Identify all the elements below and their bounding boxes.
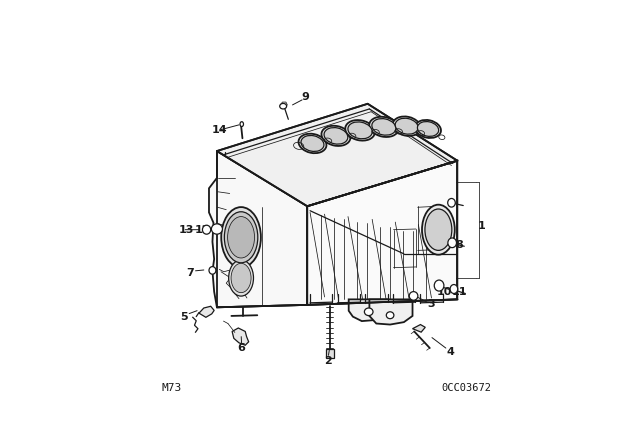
Ellipse shape [301, 135, 324, 151]
Text: 8: 8 [455, 240, 463, 250]
Polygon shape [232, 328, 249, 345]
Ellipse shape [364, 308, 373, 315]
Text: 0CC03672: 0CC03672 [442, 383, 492, 392]
Ellipse shape [231, 263, 251, 293]
Text: 12: 12 [195, 225, 210, 235]
Ellipse shape [395, 118, 418, 134]
Ellipse shape [348, 122, 372, 139]
Text: 6: 6 [237, 343, 245, 353]
Ellipse shape [369, 117, 399, 137]
Text: 14: 14 [212, 125, 227, 135]
Ellipse shape [415, 120, 441, 138]
Ellipse shape [448, 238, 456, 248]
Ellipse shape [435, 280, 444, 291]
Text: 7: 7 [186, 268, 194, 278]
Ellipse shape [240, 122, 243, 126]
Polygon shape [349, 299, 388, 321]
Polygon shape [413, 324, 425, 332]
Ellipse shape [417, 121, 438, 136]
Ellipse shape [321, 126, 351, 146]
Ellipse shape [280, 103, 287, 109]
Ellipse shape [448, 198, 455, 207]
Ellipse shape [345, 120, 375, 141]
Text: 13: 13 [178, 225, 193, 235]
Text: 10: 10 [437, 288, 452, 297]
Ellipse shape [228, 260, 253, 296]
Ellipse shape [211, 224, 223, 234]
Ellipse shape [450, 284, 458, 293]
Text: 4: 4 [447, 347, 454, 357]
Ellipse shape [209, 267, 216, 274]
Ellipse shape [422, 205, 455, 255]
Ellipse shape [372, 119, 396, 135]
Text: 3: 3 [428, 299, 435, 309]
Polygon shape [369, 299, 413, 324]
Ellipse shape [324, 128, 348, 144]
Polygon shape [217, 104, 458, 206]
Text: 9: 9 [301, 92, 310, 102]
Polygon shape [280, 102, 287, 108]
Ellipse shape [221, 207, 261, 267]
Ellipse shape [387, 312, 394, 319]
Text: 11: 11 [452, 288, 468, 297]
Polygon shape [326, 349, 334, 358]
Ellipse shape [225, 212, 258, 263]
Ellipse shape [298, 134, 326, 153]
Text: 5: 5 [180, 312, 188, 322]
Text: M73: M73 [162, 383, 182, 392]
Text: 2: 2 [324, 357, 332, 366]
Polygon shape [209, 151, 307, 307]
Polygon shape [199, 306, 214, 317]
Ellipse shape [425, 209, 452, 250]
Ellipse shape [409, 292, 418, 300]
Ellipse shape [228, 216, 255, 258]
Ellipse shape [202, 225, 211, 234]
Polygon shape [307, 161, 458, 305]
Ellipse shape [393, 116, 420, 136]
Text: 1: 1 [477, 221, 485, 231]
